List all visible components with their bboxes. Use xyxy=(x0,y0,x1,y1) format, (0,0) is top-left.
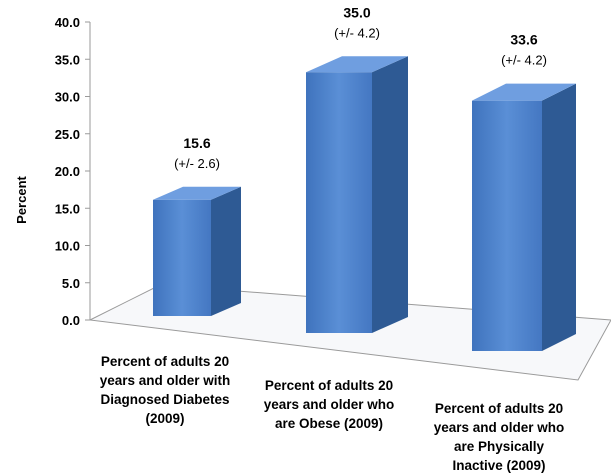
category-label-line: years and older with xyxy=(99,373,231,388)
y-tick-label: 10.0 xyxy=(55,239,80,254)
bar-error-label: (+/- 4.2) xyxy=(501,53,547,68)
bar-top-face xyxy=(153,186,241,200)
category-label-line: Diagnosed Diabetes xyxy=(100,392,230,407)
category-label-3: Percent of adults 20 years and older who a… xyxy=(414,399,584,475)
category-label-line: are Physically xyxy=(453,439,545,454)
category-label-1: Percent of adults 20 years and older with… xyxy=(80,352,250,428)
bar-side-face xyxy=(542,83,576,352)
y-axis-label: Percent xyxy=(14,175,29,223)
bar-value-label: 33.6 xyxy=(510,32,537,48)
y-tick-label: 20.0 xyxy=(55,164,80,179)
bar-front-face xyxy=(153,199,211,316)
y-tick-label: 25.0 xyxy=(55,127,80,142)
bar-error-label: (+/- 4.2) xyxy=(334,25,380,40)
bar-error-label: (+/- 2.6) xyxy=(174,156,220,171)
bar-3 xyxy=(472,83,576,352)
category-label-line: years and older who xyxy=(263,397,395,412)
bar-front-face xyxy=(306,72,372,333)
bar-side-face xyxy=(211,186,241,316)
category-label-line: Percent of adults 20 xyxy=(100,354,230,369)
category-label-line: Percent of adults 20 xyxy=(434,401,564,416)
bar-top-face xyxy=(306,56,408,73)
bar-side-face xyxy=(372,56,408,333)
category-label-line: Percent of adults 20 xyxy=(264,378,394,393)
bar-top-face xyxy=(472,83,576,101)
category-label-line: are Obese (2009) xyxy=(274,416,384,431)
category-label-line: (2009) xyxy=(145,411,185,426)
bar-1 xyxy=(153,186,241,316)
y-tick-label: 30.0 xyxy=(55,90,80,105)
y-tick-label: 5.0 xyxy=(62,276,80,291)
bar-value-label: 35.0 xyxy=(343,4,370,20)
bar-2 xyxy=(306,56,408,333)
category-label-2: Percent of adults 20 years and older who a… xyxy=(244,376,414,433)
category-label-line: years and older who xyxy=(433,420,565,435)
y-tick-label: 40.0 xyxy=(55,15,80,30)
bar-front-face xyxy=(472,100,542,352)
bar-value-label: 15.6 xyxy=(183,135,210,151)
y-tick-label: 15.0 xyxy=(55,201,80,216)
y-tick-label: 0.0 xyxy=(62,313,80,328)
category-label-line: Inactive (2009) xyxy=(452,458,546,473)
y-tick-label: 35.0 xyxy=(55,52,80,67)
